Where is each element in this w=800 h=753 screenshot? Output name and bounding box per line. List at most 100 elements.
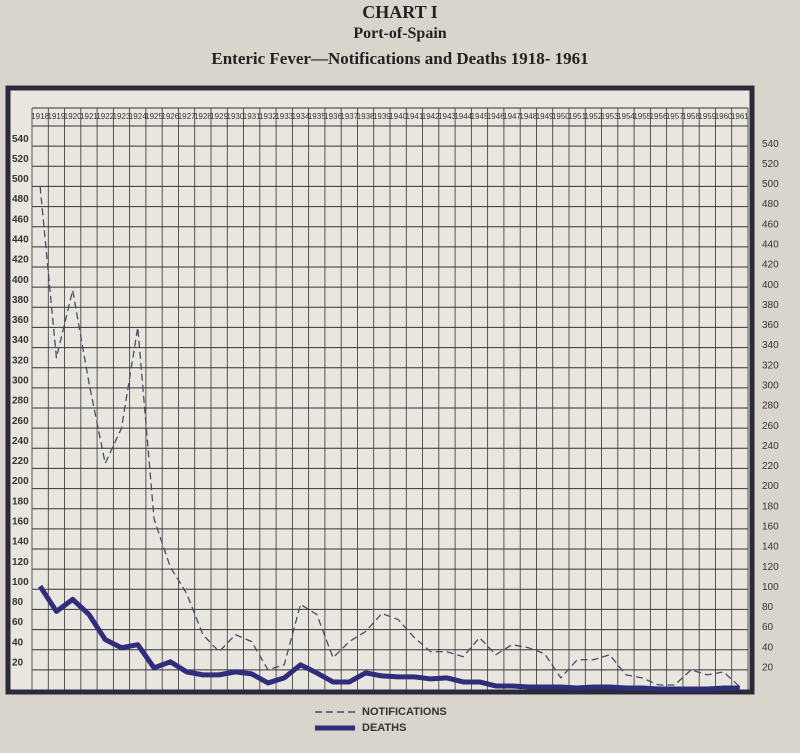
y-tick-label-right: 380 [762,300,779,311]
x-tick-label: 1959 [698,112,716,121]
y-tick-label: 540 [12,134,29,145]
y-tick-label-right: 60 [762,622,774,633]
x-tick-label: 1920 [64,112,82,121]
x-tick-label: 1939 [373,112,391,121]
y-tick-label-right: 320 [762,360,779,371]
y-tick-label-right: 180 [762,501,779,512]
y-tick-label-right: 440 [762,239,779,250]
x-tick-label: 1926 [161,112,179,121]
x-tick-label: 1942 [422,112,440,121]
y-tick-label: 460 [12,214,29,225]
x-tick-label: 1953 [601,112,619,121]
y-tick-label: 240 [12,436,29,447]
x-tick-label: 1941 [406,112,424,121]
y-tick-label: 100 [12,577,29,588]
x-tick-label: 1950 [552,112,570,121]
y-tick-label-right: 300 [762,380,779,391]
y-tick-label-right: 100 [762,582,779,593]
y-tick-label-right: 540 [762,139,779,150]
x-tick-label: 1924 [129,112,147,121]
x-tick-label: 1923 [113,112,131,121]
x-tick-label: 1918 [31,112,49,121]
legend-label: DEATHS [362,722,406,734]
x-tick-label: 1929 [210,112,228,121]
y-tick-label-right: 340 [762,340,779,351]
y-tick-label-right: 500 [762,179,779,190]
x-tick-label: 1932 [259,112,277,121]
x-tick-label: 1936 [324,112,342,121]
x-tick-label: 1931 [243,112,261,121]
x-tick-label: 1945 [471,112,489,121]
x-tick-label: 1925 [145,112,163,121]
x-tick-label: 1949 [536,112,554,121]
x-tick-label: 1921 [80,112,98,121]
y-tick-label-right: 420 [762,260,779,271]
x-tick-label: 1933 [275,112,293,121]
x-tick-label: 1957 [666,112,684,121]
x-tick-label: 1951 [568,112,586,121]
y-tick-label-right: 260 [762,421,779,432]
y-tick-label: 220 [12,456,29,467]
x-tick-label: 1927 [178,112,196,121]
chart-frame [5,85,755,695]
y-tick-label-right: 220 [762,461,779,472]
x-tick-label: 1937 [340,112,358,121]
y-tick-label-right: 280 [762,401,779,412]
y-tick-label-right: 140 [762,542,779,553]
y-tick-label-right: 360 [762,320,779,331]
y-tick-label-right: 20 [762,662,774,673]
y-tick-label: 260 [12,416,29,427]
x-tick-label: 1958 [682,112,700,121]
x-tick-label: 1935 [308,112,326,121]
y-tick-label: 40 [12,637,24,648]
y-tick-label-right: 160 [762,521,779,532]
y-tick-label-right: 400 [762,280,779,291]
y-tick-label: 520 [12,154,29,165]
y-tick-label: 180 [12,496,29,507]
y-tick-label: 20 [12,657,24,668]
legend-label: NOTIFICATIONS [362,706,447,718]
y-tick-label: 60 [12,617,24,628]
chart-title: CHART I [362,2,438,22]
y-tick-label-right: 200 [762,481,779,492]
y-tick-label: 200 [12,476,29,487]
x-tick-label: 1960 [715,112,733,121]
x-tick-label: 1946 [487,112,505,121]
y-tick-label: 300 [12,375,29,386]
y-tick-label: 400 [12,275,29,286]
y-tick-label-right: 40 [762,642,774,653]
y-tick-label: 440 [12,234,29,245]
y-tick-label: 360 [12,315,29,326]
x-tick-label: 1961 [731,112,749,121]
y-tick-label: 160 [12,516,29,527]
x-tick-label: 1948 [519,112,537,121]
x-tick-label: 1944 [454,112,472,121]
y-tick-label: 500 [12,174,29,185]
x-tick-label: 1934 [292,112,310,121]
x-tick-label: 1954 [617,112,635,121]
y-tick-label-right: 520 [762,159,779,170]
x-tick-label: 1943 [438,112,456,121]
y-tick-label: 320 [12,355,29,366]
x-tick-label: 1938 [357,112,375,121]
deaths-line [38,584,740,692]
x-tick-label: 1919 [48,112,66,121]
x-tick-label: 1956 [650,112,668,121]
y-tick-label: 340 [12,335,29,346]
y-tick-label: 120 [12,557,29,568]
x-tick-label: 1955 [633,112,651,121]
x-tick-label: 1947 [503,112,521,121]
y-tick-label-right: 120 [762,562,779,573]
y-tick-label-right: 460 [762,219,779,230]
y-tick-label: 420 [12,255,29,266]
y-tick-label: 140 [12,537,29,548]
y-tick-label: 480 [12,194,29,205]
y-tick-label: 280 [12,396,29,407]
x-tick-label: 1930 [227,112,245,121]
chart-caption: Enteric Fever—Notifications and Deaths 1… [211,49,588,68]
chart-subtitle: Port-of-Spain [353,25,446,42]
x-tick-label: 1952 [585,112,603,121]
notifications-line [39,186,741,688]
x-tick-label: 1922 [96,112,114,121]
